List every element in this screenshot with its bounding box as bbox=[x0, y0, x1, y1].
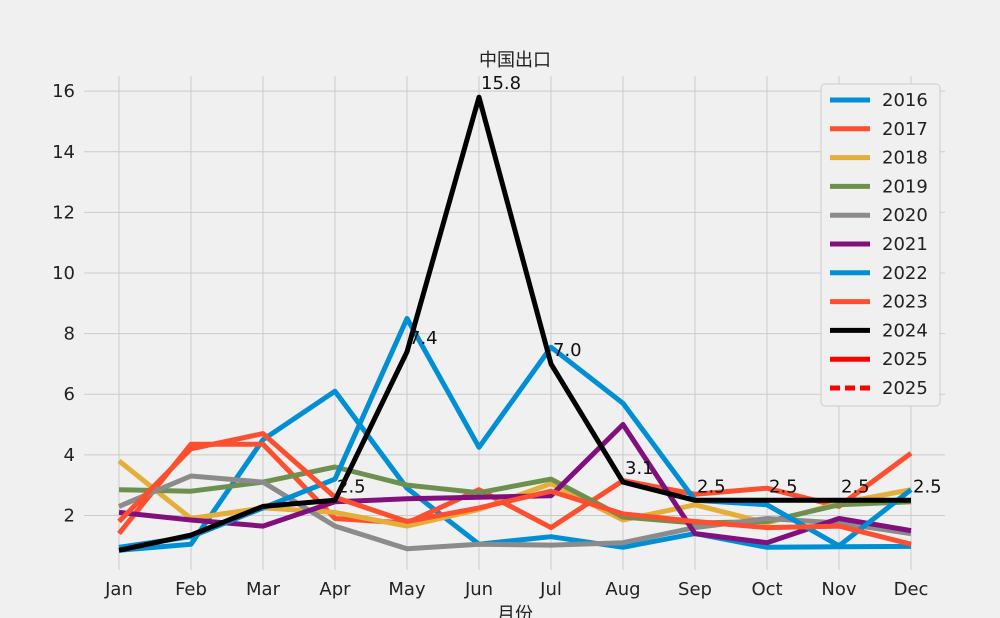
chart-title: 中国出口 bbox=[479, 50, 551, 71]
legend-label: 2022 bbox=[882, 263, 928, 284]
y-tick-label: 6 bbox=[64, 384, 75, 405]
legend-label: 2018 bbox=[882, 148, 928, 169]
legend-label: 2016 bbox=[882, 90, 928, 111]
x-tick-label: May bbox=[388, 579, 426, 600]
series-line-2023-7 bbox=[117, 431, 912, 547]
data-label: 3.1 bbox=[625, 458, 654, 479]
y-tick-label: 4 bbox=[64, 445, 75, 466]
x-axis-label: 月份 bbox=[497, 604, 533, 618]
data-label: 7.0 bbox=[553, 340, 582, 361]
x-tick-label: Oct bbox=[751, 579, 782, 600]
x-tick-label: Aug bbox=[605, 579, 640, 600]
legend-label: 2025 bbox=[882, 378, 928, 399]
y-tick-label: 16 bbox=[52, 81, 75, 102]
legend-label: 2021 bbox=[882, 234, 928, 255]
series-line-2017-1 bbox=[117, 441, 913, 536]
data-label: 2.5 bbox=[337, 476, 366, 497]
legend-box bbox=[820, 83, 941, 407]
y-tick-label: 12 bbox=[52, 202, 75, 223]
data-label: 2.5 bbox=[913, 476, 942, 497]
data-label: 2.5 bbox=[697, 476, 726, 497]
series-line-2016-0 bbox=[118, 388, 912, 553]
x-tick-label: Jul bbox=[539, 579, 562, 600]
data-label: 2.5 bbox=[841, 476, 870, 497]
legend: 2016 2017 2018 2019 2020 2021 2022 2023 2024 2025… bbox=[820, 83, 941, 407]
data-label: 2.5 bbox=[769, 476, 798, 497]
x-tick-label: Mar bbox=[246, 579, 281, 600]
y-axis-ticks: 2 4 6 8 10 12 14 16 bbox=[52, 81, 75, 526]
legend-label: 2019 bbox=[882, 176, 928, 197]
legend-label: 2020 bbox=[882, 205, 928, 226]
series-lines bbox=[117, 94, 913, 553]
legend-label: 2017 bbox=[882, 119, 928, 140]
x-tick-label: Dec bbox=[894, 579, 929, 600]
series-line-2024-8 bbox=[118, 94, 911, 553]
x-tick-label: Jun bbox=[464, 579, 493, 600]
x-tick-label: Sep bbox=[678, 579, 712, 600]
x-tick-label: Jan bbox=[104, 579, 133, 600]
y-tick-label: 10 bbox=[52, 263, 75, 284]
x-tick-label: Feb bbox=[175, 579, 207, 600]
y-tick-label: 14 bbox=[52, 142, 75, 163]
y-tick-label: 2 bbox=[64, 505, 75, 526]
x-tick-label: Apr bbox=[319, 579, 351, 600]
legend-label: 2024 bbox=[882, 320, 928, 341]
series-line-2020-4 bbox=[118, 473, 912, 552]
series-line-2021-5 bbox=[118, 422, 912, 546]
x-tick-label: Nov bbox=[821, 579, 856, 600]
y-tick-label: 8 bbox=[64, 324, 75, 345]
data-label: 15.8 bbox=[481, 73, 521, 94]
annotations: 2.5 7.4 15.8 7.0 3.1 2.5 2.5 2.5 2.5 bbox=[337, 73, 942, 497]
x-axis-ticks: Jan Feb Mar Apr May Jun Jul Aug Sep Oct Nov Dec bbox=[104, 579, 928, 600]
legend-label: 2023 bbox=[882, 292, 928, 313]
data-label: 7.4 bbox=[409, 328, 438, 349]
legend-label: 2025 bbox=[882, 349, 928, 370]
